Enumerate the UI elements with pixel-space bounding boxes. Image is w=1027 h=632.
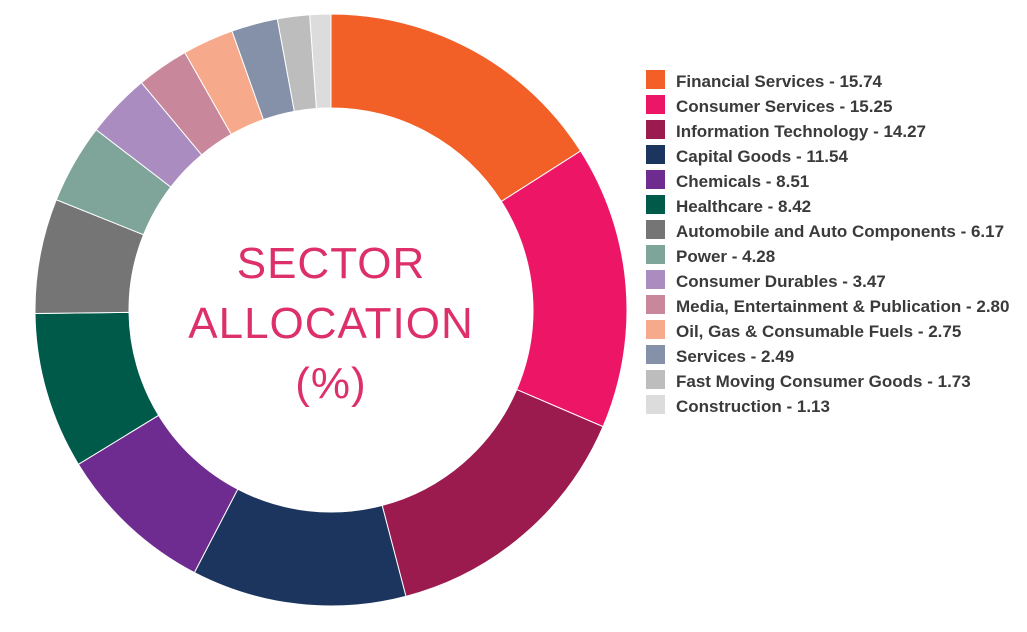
slice-information-technology xyxy=(381,388,604,597)
donut-chart xyxy=(34,13,628,607)
legend-item-chemicals: Chemicals - 8.51 xyxy=(646,169,1021,194)
legend-label: Consumer Durables - 3.47 xyxy=(676,272,886,291)
legend-item-fast-moving-consumer-goods: Fast Moving Consumer Goods - 1.73 xyxy=(646,369,1021,394)
chart-legend: Financial Services - 15.74 Consumer Servi… xyxy=(646,69,1021,419)
chart-title-line-1: SECTOR xyxy=(236,239,426,288)
legend-label: Services - 2.49 xyxy=(676,347,795,366)
legend-label: Power - 4.28 xyxy=(676,247,776,266)
legend-swatch xyxy=(646,145,665,164)
chart-title-line-3: (%) xyxy=(295,359,367,408)
legend-swatch xyxy=(646,395,665,414)
legend-item-financial-services: Financial Services - 15.74 xyxy=(646,69,1021,94)
legend-swatch xyxy=(646,95,665,114)
legend-item-oil-gas-consumable-fuels: Oil, Gas & Consumable Fuels - 2.75 xyxy=(646,319,1021,344)
legend-label: Fast Moving Consumer Goods - 1.73 xyxy=(676,372,971,391)
legend-item-automobile-and-auto-components: Automobile and Auto Components - 6.17 xyxy=(646,219,1021,244)
legend-label: Construction - 1.13 xyxy=(676,397,830,416)
legend-swatch xyxy=(646,70,665,89)
legend-item-information-technology: Information Technology - 14.27 xyxy=(646,119,1021,144)
legend-swatch xyxy=(646,220,665,239)
legend-item-consumer-durables: Consumer Durables - 3.47 xyxy=(646,269,1021,294)
slice-construction xyxy=(309,13,332,110)
legend-label: Chemicals - 8.51 xyxy=(676,172,810,191)
legend-item-capital-goods: Capital Goods - 11.54 xyxy=(646,144,1021,169)
legend-item-power: Power - 4.28 xyxy=(646,244,1021,269)
chart-title: SECTOR ALLOCATION (%) xyxy=(148,234,514,414)
legend-label: Automobile and Auto Components - 6.17 xyxy=(676,222,1005,241)
legend-item-consumer-services: Consumer Services - 15.25 xyxy=(646,94,1021,119)
legend-item-construction: Construction - 1.13 xyxy=(646,394,1021,419)
chart-title-line-2: ALLOCATION xyxy=(188,299,474,348)
legend-label: Financial Services - 15.74 xyxy=(676,72,883,91)
legend-item-media-entertainment-publication: Media, Entertainment & Publication - 2.8… xyxy=(646,294,1021,319)
legend-swatch xyxy=(646,295,665,314)
legend-swatch xyxy=(646,270,665,289)
legend-swatch xyxy=(646,120,665,139)
slice-financial-services xyxy=(330,13,582,203)
legend-item-services: Services - 2.49 xyxy=(646,344,1021,369)
legend-swatch xyxy=(646,245,665,264)
legend-swatch xyxy=(646,195,665,214)
legend-swatch xyxy=(646,345,665,364)
legend-label: Capital Goods - 11.54 xyxy=(676,147,848,166)
legend-swatch xyxy=(646,370,665,389)
legend-item-healthcare: Healthcare - 8.42 xyxy=(646,194,1021,219)
legend-label: Information Technology - 14.27 xyxy=(676,122,926,141)
legend-label: Oil, Gas & Consumable Fuels - 2.75 xyxy=(676,322,962,341)
legend-label: Consumer Services - 15.25 xyxy=(676,97,893,116)
legend-label: Media, Entertainment & Publication - 2.8… xyxy=(676,297,1010,316)
legend-label: Healthcare - 8.42 xyxy=(676,197,812,216)
slice-consumer-services xyxy=(500,150,628,428)
legend-swatch xyxy=(646,320,665,339)
legend-swatch xyxy=(646,170,665,189)
